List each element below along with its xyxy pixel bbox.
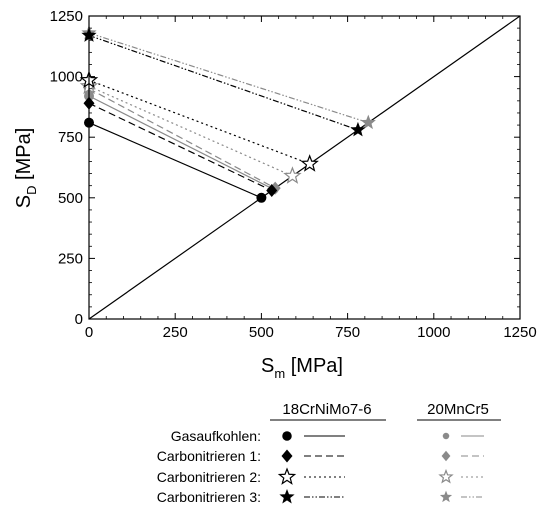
legend-treatment-label: Carbonitrieren 2: — [157, 469, 261, 485]
series-line — [88, 34, 359, 131]
y-tick-label: 750 — [58, 129, 83, 146]
legend-marker — [438, 468, 454, 484]
legend-treatment-label: Gasaufkohlen: — [171, 428, 261, 444]
series-line — [88, 79, 310, 165]
y-axis-label: SD [MPa] — [13, 128, 39, 209]
legend-treatment-label: Carbonitrieren 1: — [157, 448, 261, 464]
legend-marker — [441, 450, 451, 462]
y-tick-label: 500 — [58, 190, 83, 207]
series-line — [88, 122, 262, 199]
series-line — [88, 95, 274, 190]
legend-marker — [442, 432, 450, 440]
x-axis-label: Sm [MPa] — [261, 355, 343, 381]
legend-marker — [277, 467, 297, 485]
legend-marker — [279, 489, 295, 504]
x-tick-label: 500 — [249, 324, 274, 341]
x-tick-label: 1000 — [417, 324, 450, 341]
x-tick-label: 1250 — [503, 324, 536, 341]
y-tick-label: 250 — [58, 250, 83, 267]
legend-treatment-label: Carbonitrieren 3: — [157, 489, 261, 505]
data-point — [300, 154, 319, 172]
data-point — [350, 121, 366, 137]
data-point — [256, 192, 267, 203]
x-tick-label: 0 — [85, 324, 93, 341]
legend-material-header: 18CrNiMo7-6 — [282, 401, 371, 418]
data-point — [283, 166, 302, 184]
x-tick-label: 250 — [163, 324, 188, 341]
y-tick-label: 1250 — [50, 8, 83, 25]
data-point — [360, 114, 376, 130]
y-tick-label: 0 — [75, 311, 83, 328]
plot-area — [79, 15, 521, 320]
data-point — [266, 184, 278, 198]
legend-marker — [439, 490, 453, 503]
legend-marker — [281, 449, 293, 463]
series-line — [88, 102, 273, 192]
series-line — [88, 85, 293, 177]
legend-marker — [282, 431, 292, 441]
x-tick-label: 750 — [335, 324, 360, 341]
reference-line — [88, 15, 521, 320]
legend: 18CrNiMo7-6 20MnCr5 Gasaufkohlen: Carbonitr… — [157, 401, 501, 505]
series-line — [88, 88, 276, 189]
y-tick-label: 1000 — [50, 69, 83, 86]
plot-frame — [88, 15, 521, 320]
legend-material-header: 20MnCr5 — [427, 401, 489, 418]
series-line — [88, 32, 369, 124]
axes: 0 250 500 750 1000 1250 0 250 500 750 1000 1250 — [50, 8, 537, 341]
